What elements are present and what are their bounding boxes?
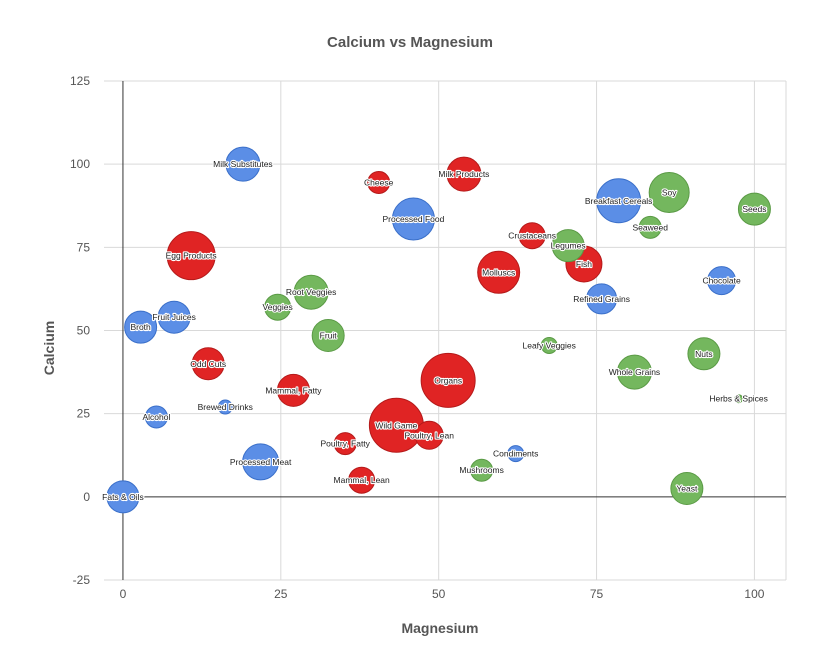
bubble-label: Processed Food: [382, 214, 444, 224]
bubble-label: Refined Grains: [573, 294, 630, 304]
bubble-label: Organs: [434, 375, 462, 385]
bubble: [414, 420, 444, 450]
tick-labels: -25 0 25 50 75 100 125 0 25 50 75 100: [70, 74, 765, 601]
x-tick-label: 50: [432, 587, 446, 601]
bubble: [507, 445, 525, 463]
bubble-labels: Milk Substitutes Cheese Milk Products Proce…: [101, 158, 769, 503]
bubble: [586, 283, 618, 315]
bubble-label: Poultry, Fatty: [320, 439, 370, 449]
bubble: [540, 336, 558, 354]
grid-lines: [104, 80, 787, 581]
bubble: [157, 300, 191, 334]
bubble-label: Seaweed: [633, 222, 669, 232]
bubble-label: Whole Grains: [609, 367, 661, 377]
x-tick-label: 100: [744, 587, 764, 601]
bubble-label: Yeast: [676, 484, 698, 494]
bubble: [596, 178, 642, 224]
bubble-label: Legumes: [551, 241, 586, 251]
bubble-label: Processed Meat: [230, 457, 292, 467]
bubble: [367, 170, 391, 194]
bubble: [144, 405, 168, 429]
bubble-label: Nuts: [695, 349, 712, 359]
bubble-label: Soy: [662, 187, 677, 197]
bubble: [191, 347, 225, 381]
bubble-label: Alcohol: [142, 412, 170, 422]
bubble-label: Mammal, Lean: [334, 475, 390, 485]
x-tick-label: 25: [274, 587, 288, 601]
bubble-label: Leafy Veggies: [522, 340, 575, 350]
bubble: [420, 352, 476, 408]
bubble-label: Brewed Drinks: [198, 402, 253, 412]
bubble-label: Seeds: [742, 204, 766, 214]
bubble: [166, 231, 216, 281]
bubble: [242, 443, 280, 481]
bubble-label: Egg Products: [166, 251, 217, 261]
bubble-label: Fruit: [320, 330, 338, 340]
bubble-label: Mushrooms: [459, 465, 503, 475]
bubble-label: Molluscs: [482, 267, 515, 277]
y-tick-label: 25: [77, 407, 91, 421]
bubble-label: Milk Products: [438, 169, 489, 179]
bubble: [333, 432, 357, 456]
bubble-label: Fruit Juices: [152, 312, 195, 322]
bubble-label: Fish: [576, 259, 592, 269]
bubbles: [106, 146, 771, 514]
bubble: [264, 293, 292, 321]
x-tick-label: 75: [590, 587, 604, 601]
y-tick-label: 125: [70, 74, 90, 88]
bubble: [518, 222, 546, 250]
bubble-label: Poultry, Lean: [404, 430, 454, 440]
bubble: [311, 318, 345, 352]
bubble: [391, 197, 435, 241]
y-tick-label: -25: [73, 573, 91, 587]
bubble-label: Wild Game: [375, 420, 417, 430]
bubble: [217, 399, 233, 415]
y-tick-label: 0: [83, 490, 90, 504]
bubble-label: Root Veggies: [286, 287, 337, 297]
bubble-label: Crustaceans: [508, 231, 556, 241]
bubble-label: Milk Substitutes: [213, 159, 273, 169]
bubble: [470, 458, 494, 482]
bubble: [687, 337, 721, 371]
bubble-label: Herbs & Spices: [709, 394, 768, 404]
bubble: [348, 466, 376, 494]
bubble-label: Breakfast Cereals: [585, 196, 653, 206]
bubble-label: Odd Cuts: [190, 359, 226, 369]
y-tick-label: 75: [77, 240, 91, 254]
bubble: [670, 472, 704, 506]
bubble: [293, 274, 329, 310]
y-tick-label: 50: [77, 324, 91, 338]
x-axis-label: Magnesium: [401, 620, 479, 636]
bubble: [737, 192, 771, 226]
bubble-label: Chocolate: [702, 276, 741, 286]
bubble: [638, 215, 662, 239]
bubble: [106, 480, 140, 514]
bubble: [446, 156, 482, 192]
bubble-label: Condiments: [493, 449, 538, 459]
y-axis-label: Calcium: [41, 320, 58, 376]
bubble-label: Mammal, Fatty: [265, 385, 322, 395]
bubble: [477, 250, 521, 294]
bubble: [707, 266, 737, 296]
bubble-label: Veggies: [263, 302, 293, 312]
bubble: [616, 354, 652, 390]
bubble-label: Cheese: [364, 177, 394, 187]
bubble: [276, 373, 310, 407]
bubble: [734, 394, 744, 404]
chart-title: Calcium vs Magnesium: [327, 34, 493, 51]
bubble: [124, 310, 158, 344]
x-tick-label: 0: [120, 587, 127, 601]
bubble: [648, 171, 690, 213]
bubble: [225, 146, 261, 182]
y-tick-label: 100: [70, 157, 90, 171]
bubble-label: Fats & Oils: [102, 492, 144, 502]
bubble-label: Broth: [130, 322, 151, 332]
bubble: [551, 229, 585, 263]
